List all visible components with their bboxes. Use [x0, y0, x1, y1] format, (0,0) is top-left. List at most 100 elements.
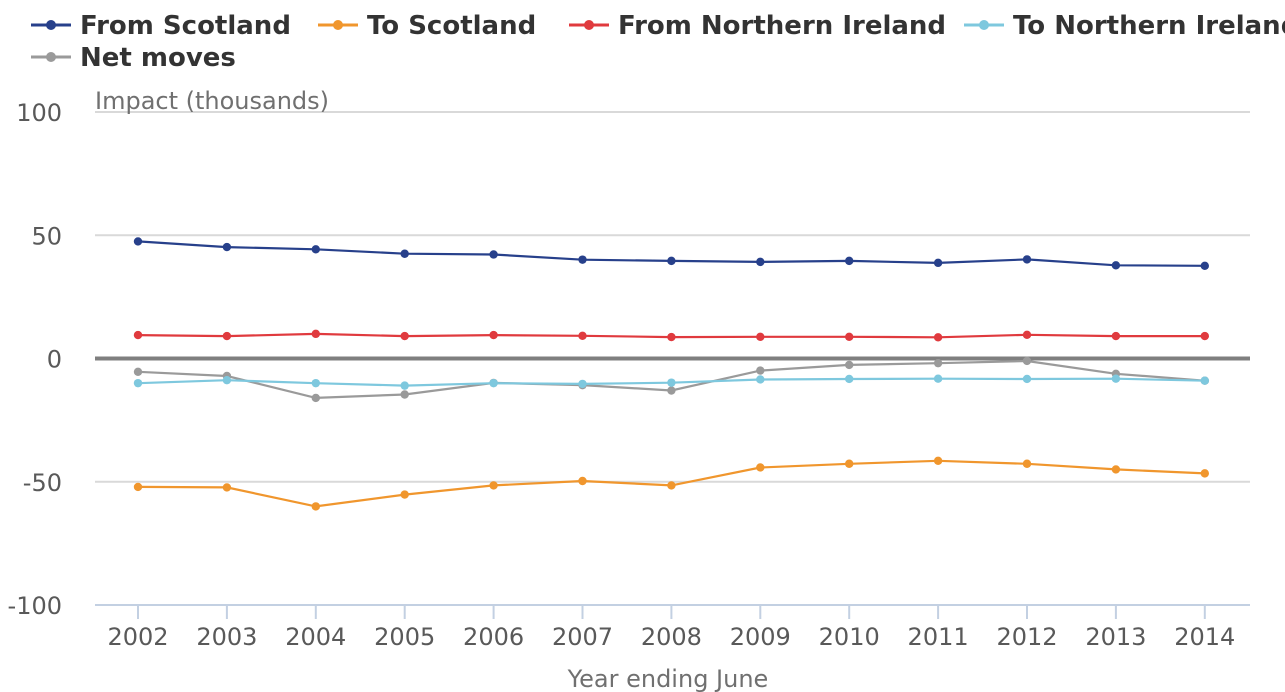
data-point [134, 237, 142, 245]
data-point [401, 250, 409, 258]
data-point [401, 490, 409, 498]
data-point [312, 394, 320, 402]
data-point [756, 463, 764, 471]
data-point [1112, 332, 1120, 340]
series-from-scotland [134, 237, 1209, 270]
x-tick-label: 2003 [196, 623, 257, 651]
x-tick-label: 2006 [463, 623, 524, 651]
data-point [134, 368, 142, 376]
data-point [845, 361, 853, 369]
legend-item-from-northern-ireland: From Northern Ireland [569, 11, 946, 41]
legend-label: Net moves [80, 43, 236, 73]
data-point [845, 375, 853, 383]
legend-swatch-marker [46, 20, 56, 30]
data-point [1201, 332, 1209, 340]
data-point [934, 259, 942, 267]
data-point [1201, 469, 1209, 477]
y-axis-title: Impact (thousands) [95, 87, 329, 115]
data-point [489, 250, 497, 258]
data-point [1201, 376, 1209, 384]
gridlines [95, 112, 1250, 605]
y-tick-label: -100 [8, 592, 62, 620]
data-point [756, 366, 764, 374]
series-from-northern-ireland [134, 330, 1209, 342]
x-tick-label: 2002 [107, 623, 168, 651]
data-point [1201, 262, 1209, 270]
y-tick-label: 0 [47, 346, 62, 374]
data-point [1023, 357, 1031, 365]
data-point [401, 390, 409, 398]
data-point [489, 379, 497, 387]
data-point [578, 332, 586, 340]
data-point [667, 378, 675, 386]
data-point [312, 502, 320, 510]
legend-swatch-marker [584, 20, 594, 30]
x-axis-title: Year ending June [567, 665, 769, 692]
x-tick-label: 2004 [285, 623, 346, 651]
legend-label: To Northern Ireland [1013, 11, 1285, 41]
x-tick-label: 2010 [819, 623, 880, 651]
data-point [578, 255, 586, 263]
data-point [934, 375, 942, 383]
data-point [134, 483, 142, 491]
data-point [667, 333, 675, 341]
data-point [667, 481, 675, 489]
data-point [223, 483, 231, 491]
y-axis-tick-labels: 100 50 0 -50 -100 [8, 99, 62, 620]
data-point [312, 330, 320, 338]
legend-item-net-moves: Net moves [31, 43, 236, 73]
data-point [1023, 375, 1031, 383]
data-point [1112, 375, 1120, 383]
x-tick-label: 2013 [1085, 623, 1146, 651]
legend: From Scotland To Scotland From Northern Ir… [31, 11, 1285, 73]
legend-swatch-marker [46, 52, 56, 62]
y-tick-label: -50 [23, 469, 62, 497]
x-tick-label: 2005 [374, 623, 435, 651]
x-tick-label: 2014 [1174, 623, 1235, 651]
data-point [1023, 255, 1031, 263]
legend-label: To Scotland [367, 11, 536, 41]
data-point [934, 457, 942, 465]
data-point [667, 257, 675, 265]
data-point [756, 333, 764, 341]
legend-swatch-marker [979, 20, 989, 30]
data-point [934, 359, 942, 367]
data-point [134, 379, 142, 387]
data-point [1112, 261, 1120, 269]
y-tick-label: 100 [16, 99, 62, 127]
data-point [845, 460, 853, 468]
legend-item-to-northern-ireland: To Northern Ireland [964, 11, 1285, 41]
data-point [1023, 331, 1031, 339]
x-tick-label: 2009 [730, 623, 791, 651]
legend-swatch-marker [333, 20, 343, 30]
data-point [756, 258, 764, 266]
x-tick-label: 2007 [552, 623, 613, 651]
series-to-scotland [134, 457, 1209, 511]
data-point [312, 245, 320, 253]
legend-label: From Scotland [80, 11, 291, 41]
x-tick-label: 2008 [641, 623, 702, 651]
legend-item-to-scotland: To Scotland [318, 11, 536, 41]
series-layer [134, 237, 1209, 510]
data-point [489, 481, 497, 489]
data-point [223, 332, 231, 340]
x-tick-label: 2012 [996, 623, 1057, 651]
data-point [578, 477, 586, 485]
data-point [223, 376, 231, 384]
data-point [134, 331, 142, 339]
data-point [401, 332, 409, 340]
data-point [489, 331, 497, 339]
x-axis: 2002 2003 2004 2005 2006 2007 2008 2009 2010 2011… [107, 605, 1235, 651]
data-point [1112, 465, 1120, 473]
y-tick-label: 50 [31, 222, 62, 250]
data-point [756, 375, 764, 383]
data-point [578, 380, 586, 388]
data-point [312, 379, 320, 387]
legend-item-from-scotland: From Scotland [31, 11, 291, 41]
data-point [401, 381, 409, 389]
data-point [845, 333, 853, 341]
data-point [845, 257, 853, 265]
data-point [934, 333, 942, 341]
